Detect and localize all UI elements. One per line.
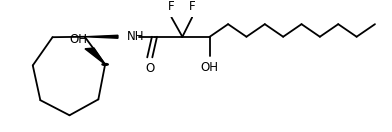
Text: OH: OH: [69, 33, 87, 46]
Text: O: O: [146, 62, 155, 75]
Polygon shape: [85, 35, 118, 38]
Polygon shape: [85, 48, 105, 64]
Text: F: F: [168, 0, 175, 13]
Text: OH: OH: [201, 61, 219, 74]
Text: F: F: [189, 0, 196, 13]
Circle shape: [102, 63, 108, 65]
Text: NH: NH: [127, 30, 144, 43]
